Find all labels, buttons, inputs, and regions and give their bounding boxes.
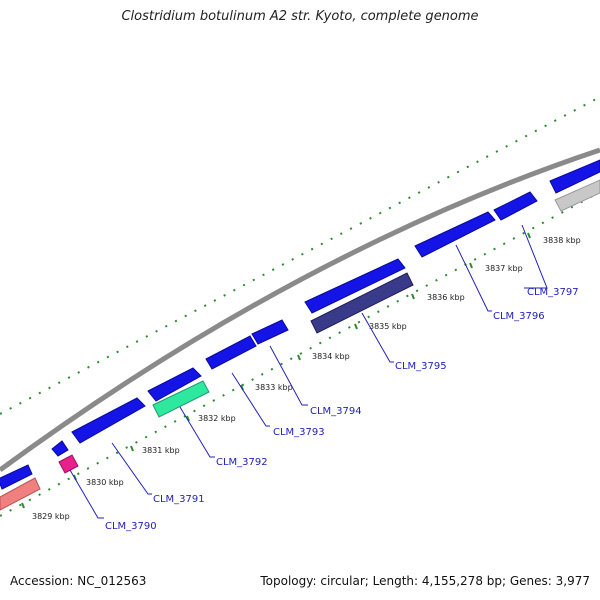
ruler-tick — [354, 323, 358, 330]
summary-label: Topology: circular; Length: 4,155,278 bp… — [260, 574, 590, 588]
leader-line — [361, 312, 394, 363]
gene-feature[interactable] — [549, 159, 600, 194]
magenta-feature[interactable] — [58, 454, 79, 474]
ruler-tick — [186, 415, 190, 422]
gene-label[interactable]: CLM_3793 — [273, 427, 325, 438]
leader-line — [69, 469, 104, 519]
outer-dotted-track — [0, 96, 600, 415]
tick-label: 3830 kbp — [86, 478, 124, 487]
ruler-labels: 3829 kbp 3830 kbp 3831 kbp 3832 kbp 3833… — [32, 236, 581, 521]
tick-label: 3834 kbp — [312, 352, 350, 361]
gene-feature[interactable] — [251, 319, 289, 345]
tick-label: 3833 kbp — [255, 383, 293, 392]
gene-labels: CLM_3790 CLM_3791 CLM_3792 CLM_3793 CLM_… — [105, 287, 579, 532]
tick-label: 3838 kbp — [543, 236, 581, 245]
other-features — [0, 179, 600, 511]
gene-feature[interactable] — [205, 335, 257, 370]
ruler-major-ticks — [21, 232, 531, 509]
ruler-tick — [130, 445, 134, 452]
diagram-title: Clostridium botulinum A2 str. Kyoto, com… — [121, 9, 479, 24]
forward-genes — [0, 159, 600, 490]
gene-feature[interactable] — [71, 397, 146, 444]
tick-label: 3835 kbp — [369, 322, 407, 331]
tick-label: 3829 kbp — [32, 512, 70, 521]
tick-label: 3831 kbp — [142, 446, 180, 455]
gene-label[interactable]: CLM_3790 — [105, 521, 157, 532]
pink-feature[interactable] — [0, 477, 41, 511]
gene-label[interactable]: CLM_3792 — [216, 457, 268, 468]
dark-purple-feature[interactable] — [310, 272, 414, 334]
gene-label-leaders — [69, 224, 548, 519]
gene-feature[interactable] — [493, 191, 538, 221]
genome-backbone — [0, 147, 600, 473]
gene-feature[interactable] — [304, 258, 406, 314]
leader-line — [179, 406, 215, 458]
leader-line — [269, 345, 308, 406]
gene-feature[interactable] — [414, 211, 496, 258]
leader-line — [231, 372, 270, 427]
ruler-tick — [469, 262, 473, 269]
ruler-tick — [527, 232, 531, 239]
tick-label: 3832 kbp — [198, 414, 236, 423]
ruler-tick — [411, 293, 415, 300]
ruler-tick — [297, 354, 301, 361]
leader-line — [521, 224, 548, 289]
teal-feature[interactable] — [152, 380, 210, 418]
gene-label[interactable]: CLM_3797 — [527, 287, 579, 298]
gene-label[interactable]: CLM_3795 — [395, 361, 447, 372]
gray-feature[interactable] — [554, 179, 600, 212]
leader-line — [455, 244, 492, 312]
leader-line — [111, 442, 152, 495]
inner-dotted-ruler — [0, 191, 600, 517]
tick-label: 3837 kbp — [485, 264, 523, 273]
tick-label: 3836 kbp — [427, 293, 465, 302]
gene-label[interactable]: CLM_3794 — [310, 406, 362, 417]
gene-feature[interactable] — [0, 464, 33, 490]
ruler-tick — [21, 502, 25, 509]
gene-feature[interactable] — [51, 440, 69, 457]
gene-label[interactable]: CLM_3796 — [493, 311, 545, 322]
gene-label[interactable]: CLM_3791 — [153, 494, 205, 505]
accession-label: Accession: NC_012563 — [10, 574, 147, 588]
gene-feature[interactable] — [147, 367, 202, 402]
